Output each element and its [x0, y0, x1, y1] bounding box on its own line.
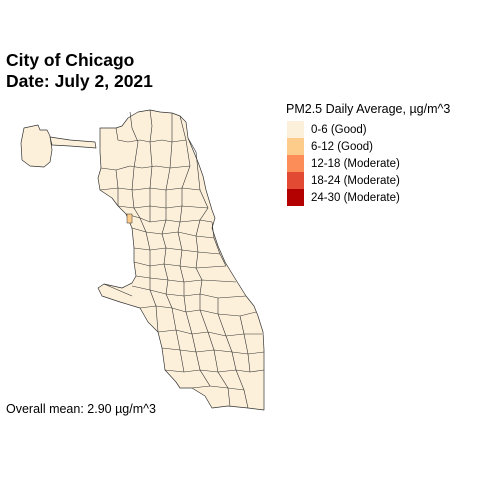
legend-item-24-30: 24-30 (Moderate) — [286, 189, 450, 206]
map-title: City of Chicago Date: July 2, 2021 — [6, 50, 153, 92]
legend-label: 0-6 (Good) — [311, 123, 367, 136]
area-boundaries — [99, 109, 265, 409]
legend-swatch — [287, 121, 304, 138]
legend-label: 24-30 (Moderate) — [311, 191, 400, 204]
legend-swatch — [287, 172, 304, 189]
legend-item-18-24: 18-24 (Moderate) — [286, 172, 450, 189]
legend-swatch — [287, 189, 304, 206]
highlighted-area — [126, 213, 133, 224]
legend-item-6-12: 6-12 (Good) — [286, 138, 450, 155]
community-areas — [20, 109, 265, 411]
ohare-area — [20, 124, 53, 168]
legend-label: 18-24 (Moderate) — [311, 174, 400, 187]
legend-item-0-6: 0-6 (Good) — [286, 121, 450, 138]
legend-swatch — [287, 155, 304, 172]
legend-title: PM2.5 Daily Average, µg/m^3 — [286, 102, 451, 116]
ohare-connector — [49, 136, 97, 149]
legend-label: 12-18 (Moderate) — [311, 157, 400, 170]
legend: PM2.5 Daily Average, µg/m^3 0-6 (Good) 6… — [286, 102, 450, 206]
title-city: City of Chicago — [6, 50, 135, 70]
legend-swatch — [287, 138, 304, 155]
legend-label: 6-12 (Good) — [311, 140, 374, 153]
legend-item-12-18: 12-18 (Moderate) — [286, 155, 450, 172]
title-date: Date: July 2, 2021 — [6, 71, 153, 91]
overall-mean-caption: Overall mean: 2.90 µg/m^3 — [6, 402, 156, 416]
